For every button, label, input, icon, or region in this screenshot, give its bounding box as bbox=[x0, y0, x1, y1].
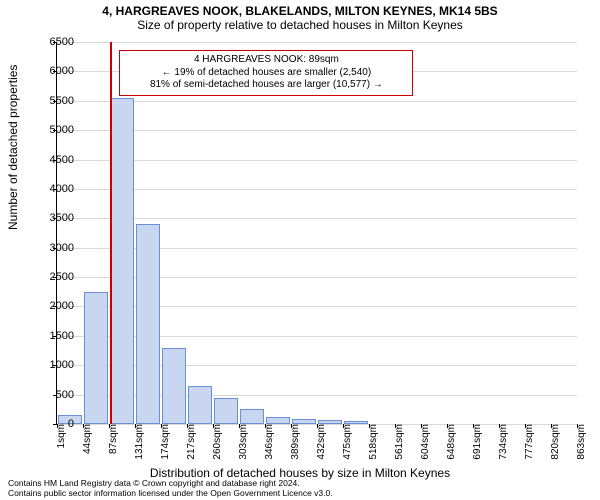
xtick-label: 260sqm bbox=[212, 424, 223, 460]
chart-subtitle: Size of property relative to detached ho… bbox=[0, 18, 600, 34]
annotation-line: 4 HARGREAVES NOOK: 89sqm bbox=[126, 54, 406, 67]
ytick-label: 5000 bbox=[34, 124, 74, 136]
property-marker-line bbox=[110, 42, 112, 424]
grid-line bbox=[57, 101, 577, 102]
xtick-label: 518sqm bbox=[368, 424, 379, 460]
xtick-label: 389sqm bbox=[290, 424, 301, 460]
ytick-label: 1500 bbox=[34, 330, 74, 342]
ytick-label: 5500 bbox=[34, 95, 74, 107]
grid-line bbox=[57, 130, 577, 131]
xtick-label: 475sqm bbox=[342, 424, 353, 460]
chart-plot-area: 1sqm44sqm87sqm131sqm174sqm217sqm260sqm30… bbox=[56, 42, 577, 425]
ytick-label: 1000 bbox=[34, 359, 74, 371]
histogram-bar bbox=[240, 409, 265, 424]
footer-attribution: Contains HM Land Registry data © Crown c… bbox=[8, 479, 333, 498]
histogram-bar bbox=[136, 224, 161, 424]
xtick-label: 820sqm bbox=[550, 424, 561, 460]
xtick-label: 561sqm bbox=[394, 424, 405, 460]
xtick-label: 604sqm bbox=[420, 424, 431, 460]
xtick-label: 346sqm bbox=[264, 424, 275, 460]
histogram-bar bbox=[162, 348, 187, 424]
grid-line bbox=[57, 160, 577, 161]
xtick-label: 863sqm bbox=[576, 424, 587, 460]
ytick-label: 3500 bbox=[34, 212, 74, 224]
histogram-bar bbox=[84, 292, 109, 424]
xtick-label: 217sqm bbox=[186, 424, 197, 460]
xtick-label: 44sqm bbox=[82, 424, 93, 454]
histogram-bar bbox=[266, 417, 291, 424]
xtick-label: 691sqm bbox=[472, 424, 483, 460]
xtick-label: 648sqm bbox=[446, 424, 457, 460]
xtick-label: 174sqm bbox=[160, 424, 171, 460]
annotation-line: 81% of semi-detached houses are larger (… bbox=[126, 79, 406, 92]
ytick-label: 4500 bbox=[34, 154, 74, 166]
grid-line bbox=[57, 42, 577, 43]
ytick-label: 6500 bbox=[34, 36, 74, 48]
ytick-label: 2500 bbox=[34, 271, 74, 283]
xtick-label: 432sqm bbox=[316, 424, 327, 460]
ytick-label: 4000 bbox=[34, 183, 74, 195]
y-axis-label: Number of detached properties bbox=[6, 65, 20, 230]
chart-container: 4, HARGREAVES NOOK, BLAKELANDS, MILTON K… bbox=[0, 0, 600, 500]
xtick-label: 303sqm bbox=[238, 424, 249, 460]
annotation-box: 4 HARGREAVES NOOK: 89sqm← 19% of detache… bbox=[119, 50, 413, 96]
xtick-label: 131sqm bbox=[134, 424, 145, 460]
xtick-label: 87sqm bbox=[108, 424, 119, 454]
ytick-label: 6000 bbox=[34, 65, 74, 77]
annotation-line: ← 19% of detached houses are smaller (2,… bbox=[126, 67, 406, 80]
histogram-bar bbox=[214, 398, 239, 424]
ytick-label: 500 bbox=[34, 389, 74, 401]
histogram-bar bbox=[188, 386, 213, 424]
grid-line bbox=[57, 189, 577, 190]
chart-title: 4, HARGREAVES NOOK, BLAKELANDS, MILTON K… bbox=[0, 0, 600, 18]
ytick-label: 0 bbox=[34, 418, 74, 430]
ytick-label: 2000 bbox=[34, 300, 74, 312]
xtick-label: 734sqm bbox=[498, 424, 509, 460]
histogram-bar bbox=[110, 98, 135, 424]
ytick-label: 3000 bbox=[34, 242, 74, 254]
grid-line bbox=[57, 218, 577, 219]
xtick-label: 777sqm bbox=[524, 424, 535, 460]
footer-line2: Contains public sector information licen… bbox=[8, 489, 333, 498]
